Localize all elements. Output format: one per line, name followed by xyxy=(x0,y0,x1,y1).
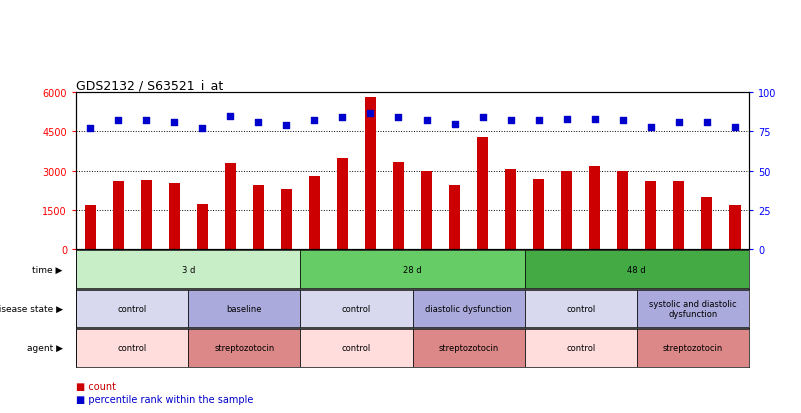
Point xyxy=(336,115,349,121)
Text: control: control xyxy=(118,304,147,313)
Bar xyxy=(702,197,712,250)
Bar xyxy=(413,290,525,328)
Point xyxy=(561,116,574,123)
Text: systolic and diastolic
dysfunction: systolic and diastolic dysfunction xyxy=(649,299,737,318)
Bar xyxy=(300,290,413,328)
Point xyxy=(84,126,96,132)
Bar xyxy=(525,251,749,288)
Text: agent ▶: agent ▶ xyxy=(26,344,62,352)
Text: control: control xyxy=(342,304,371,313)
Bar xyxy=(188,329,300,367)
Bar xyxy=(76,251,300,288)
Bar xyxy=(413,329,525,367)
Bar xyxy=(300,329,413,367)
Bar xyxy=(309,177,320,250)
Point xyxy=(308,118,320,124)
Text: ■ percentile rank within the sample: ■ percentile rank within the sample xyxy=(76,394,253,404)
Point xyxy=(195,126,208,132)
Bar xyxy=(300,251,525,288)
Bar xyxy=(673,182,684,250)
Bar xyxy=(168,183,179,250)
Point xyxy=(728,124,741,131)
Point xyxy=(224,113,237,120)
Point xyxy=(532,118,545,124)
Text: streptozotocin: streptozotocin xyxy=(662,344,723,352)
Point xyxy=(616,118,629,124)
Text: GDS2132 / S63521_i_at: GDS2132 / S63521_i_at xyxy=(76,79,223,92)
Text: disease state ▶: disease state ▶ xyxy=(0,304,62,313)
Bar xyxy=(76,329,188,367)
Text: 48 d: 48 d xyxy=(627,265,646,274)
Bar xyxy=(393,162,405,250)
Point xyxy=(280,123,293,129)
Point xyxy=(672,119,685,126)
Point xyxy=(392,115,405,121)
Point xyxy=(449,121,461,128)
Bar xyxy=(112,182,123,250)
Point xyxy=(588,116,601,123)
Bar xyxy=(637,290,749,328)
Text: 28 d: 28 d xyxy=(403,265,422,274)
Bar xyxy=(533,179,545,250)
Bar xyxy=(253,186,264,250)
Text: control: control xyxy=(342,344,371,352)
Point xyxy=(111,118,125,124)
Bar xyxy=(505,170,517,250)
Bar xyxy=(637,329,749,367)
Text: ■ count: ■ count xyxy=(76,381,116,391)
Point xyxy=(644,124,657,131)
Point xyxy=(252,119,264,126)
Bar xyxy=(337,158,348,250)
Point xyxy=(168,119,181,126)
Point xyxy=(139,118,152,124)
Point xyxy=(505,118,517,124)
Bar xyxy=(365,98,376,250)
Point xyxy=(364,110,377,116)
Bar xyxy=(617,171,628,250)
Bar xyxy=(646,182,657,250)
Bar xyxy=(280,190,292,250)
Bar xyxy=(197,204,208,250)
Text: 3 d: 3 d xyxy=(182,265,195,274)
Text: control: control xyxy=(566,304,595,313)
Bar xyxy=(561,171,572,250)
Bar xyxy=(85,205,96,250)
Text: streptozotocin: streptozotocin xyxy=(438,344,499,352)
Bar xyxy=(729,205,740,250)
Bar xyxy=(421,171,433,250)
Text: streptozotocin: streptozotocin xyxy=(214,344,275,352)
Point xyxy=(476,115,489,121)
Bar xyxy=(224,164,235,250)
Bar xyxy=(141,180,152,250)
Point xyxy=(421,118,433,124)
Bar xyxy=(449,186,460,250)
Bar xyxy=(525,329,637,367)
Bar xyxy=(589,166,601,250)
Bar xyxy=(188,290,300,328)
Text: control: control xyxy=(118,344,147,352)
Point xyxy=(700,119,713,126)
Text: time ▶: time ▶ xyxy=(32,265,62,274)
Text: control: control xyxy=(566,344,595,352)
Text: diastolic dysfunction: diastolic dysfunction xyxy=(425,304,512,313)
Bar xyxy=(477,138,489,250)
Bar xyxy=(76,290,188,328)
Text: baseline: baseline xyxy=(227,304,262,313)
Bar xyxy=(525,290,637,328)
